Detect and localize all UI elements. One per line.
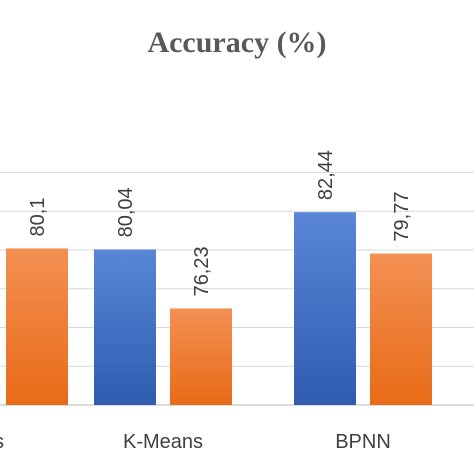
category-label: s xyxy=(0,431,4,453)
bar-blue-1 xyxy=(94,249,156,405)
data-labels: 80,1 80,04 76,23 82,44 79,77 xyxy=(27,150,413,296)
bar-orange-2 xyxy=(370,253,432,405)
category-label: K-Means xyxy=(123,431,203,453)
bar-orange-0 xyxy=(6,248,68,405)
data-label: 82,44 xyxy=(315,150,337,200)
data-label: 80,1 xyxy=(27,198,49,237)
data-label: 76,23 xyxy=(191,246,213,296)
bars xyxy=(6,212,432,405)
bar-orange-1 xyxy=(170,308,232,405)
chart-title: Accuracy (%) xyxy=(147,26,326,59)
category-labels: s K-Means BPNN xyxy=(0,431,391,453)
category-label: BPNN xyxy=(335,431,391,453)
data-label: 80,04 xyxy=(115,187,137,237)
bar-blue-2 xyxy=(294,212,356,405)
data-label: 79,77 xyxy=(391,192,413,242)
